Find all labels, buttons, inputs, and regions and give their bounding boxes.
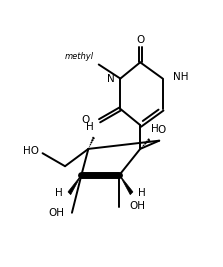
Polygon shape [120,175,133,195]
Text: H: H [138,188,146,198]
Text: HO: HO [23,146,39,156]
Text: methyl: methyl [64,52,94,61]
Text: OH: OH [129,201,145,211]
Text: NH: NH [173,72,188,82]
Text: O: O [136,35,144,45]
Text: OH: OH [48,208,64,218]
Text: N: N [107,74,115,84]
Text: O: O [82,115,90,125]
Text: H: H [86,121,94,132]
Polygon shape [68,175,81,195]
Text: O: O [158,125,166,135]
Text: H: H [151,124,159,134]
Text: H: H [55,188,62,198]
